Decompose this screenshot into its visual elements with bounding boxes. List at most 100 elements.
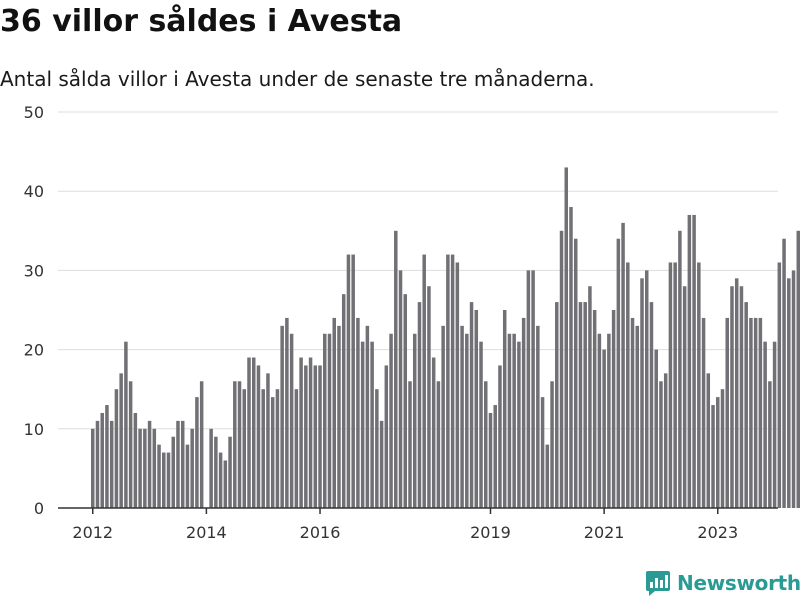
newsworthy-logo-icon [646, 571, 670, 596]
bar [597, 333, 602, 508]
bar [266, 373, 270, 508]
bar [479, 341, 483, 508]
bar [626, 262, 630, 508]
bar [578, 302, 583, 508]
bar [768, 381, 772, 508]
bar [304, 365, 308, 508]
bar [237, 381, 242, 508]
x-tick-label: 2016 [300, 523, 341, 542]
bar [720, 389, 725, 508]
bar [697, 262, 701, 508]
bar [739, 286, 744, 508]
y-tick-label: 30 [24, 261, 44, 280]
bar [157, 444, 161, 508]
y-tick-label: 20 [24, 341, 44, 360]
brand-name: Newsworthy [677, 571, 800, 595]
bar [645, 270, 649, 508]
bar [611, 310, 616, 508]
bar [261, 389, 265, 508]
bar [95, 420, 100, 508]
bar [758, 317, 763, 508]
bar [379, 420, 384, 508]
bar [763, 341, 767, 508]
bar [384, 365, 389, 508]
bar [223, 460, 228, 508]
x-axis: 2012201420162019202120232025 [58, 507, 778, 542]
bar [635, 325, 640, 508]
bar [673, 262, 677, 508]
bar [360, 341, 365, 508]
bar [550, 381, 554, 508]
x-tick-label: 2019 [470, 523, 511, 542]
bar [701, 317, 706, 508]
bar [171, 436, 175, 508]
bar [744, 302, 748, 508]
bar [559, 230, 564, 509]
page-subtitle: Antal sålda villor i Avesta under de sen… [0, 67, 595, 91]
bar [133, 412, 138, 508]
bar [422, 254, 426, 508]
bar [498, 365, 502, 508]
bar [531, 270, 535, 508]
bar [526, 270, 531, 508]
bar [412, 333, 417, 508]
bar [308, 357, 313, 508]
bar [782, 238, 786, 508]
bar [365, 325, 370, 508]
bar [488, 412, 493, 508]
bar [209, 428, 213, 508]
bar [663, 373, 668, 508]
bar [341, 294, 346, 508]
bar [233, 381, 237, 508]
bar [195, 397, 199, 508]
bar [777, 262, 782, 508]
bar [275, 389, 280, 508]
bar [716, 397, 720, 508]
y-tick-label: 10 [24, 420, 44, 439]
bar [455, 262, 460, 508]
bar [256, 365, 261, 508]
bar [517, 341, 521, 508]
bar [318, 365, 322, 508]
x-tick-label: 2021 [584, 523, 625, 542]
bar [417, 302, 422, 508]
bar [436, 381, 441, 508]
bar [540, 397, 545, 508]
bar [147, 420, 152, 508]
bar [753, 317, 758, 508]
bar [199, 381, 204, 508]
brand-logo: Newsworthy [645, 569, 800, 597]
bar [772, 341, 777, 508]
bar [190, 428, 194, 508]
bar [734, 278, 739, 508]
bar [351, 254, 355, 508]
bar [313, 365, 318, 508]
bar [270, 397, 275, 508]
bar [394, 230, 398, 509]
y-axis-ticks: 0 10 20 30 40 50 [24, 103, 44, 518]
bar [493, 405, 497, 508]
bar [327, 333, 332, 508]
bar [787, 278, 791, 508]
bar [242, 389, 247, 508]
bar [711, 405, 715, 508]
y-tick-label: 50 [24, 103, 44, 122]
bar [105, 405, 109, 508]
bar [109, 420, 114, 508]
page-title: 36 villor såldes i Avesta [0, 4, 403, 39]
bar [706, 373, 711, 508]
bar [427, 286, 431, 508]
bar [573, 238, 578, 508]
bar [441, 325, 445, 508]
bar [791, 270, 796, 508]
bar [507, 333, 512, 508]
bar [607, 333, 611, 508]
x-tick-label: 2023 [697, 523, 738, 542]
bar [465, 333, 469, 508]
bar [659, 381, 663, 508]
bar [649, 302, 654, 508]
bar [630, 317, 635, 508]
bar [602, 349, 606, 508]
bar [299, 357, 303, 508]
bar [545, 444, 550, 508]
